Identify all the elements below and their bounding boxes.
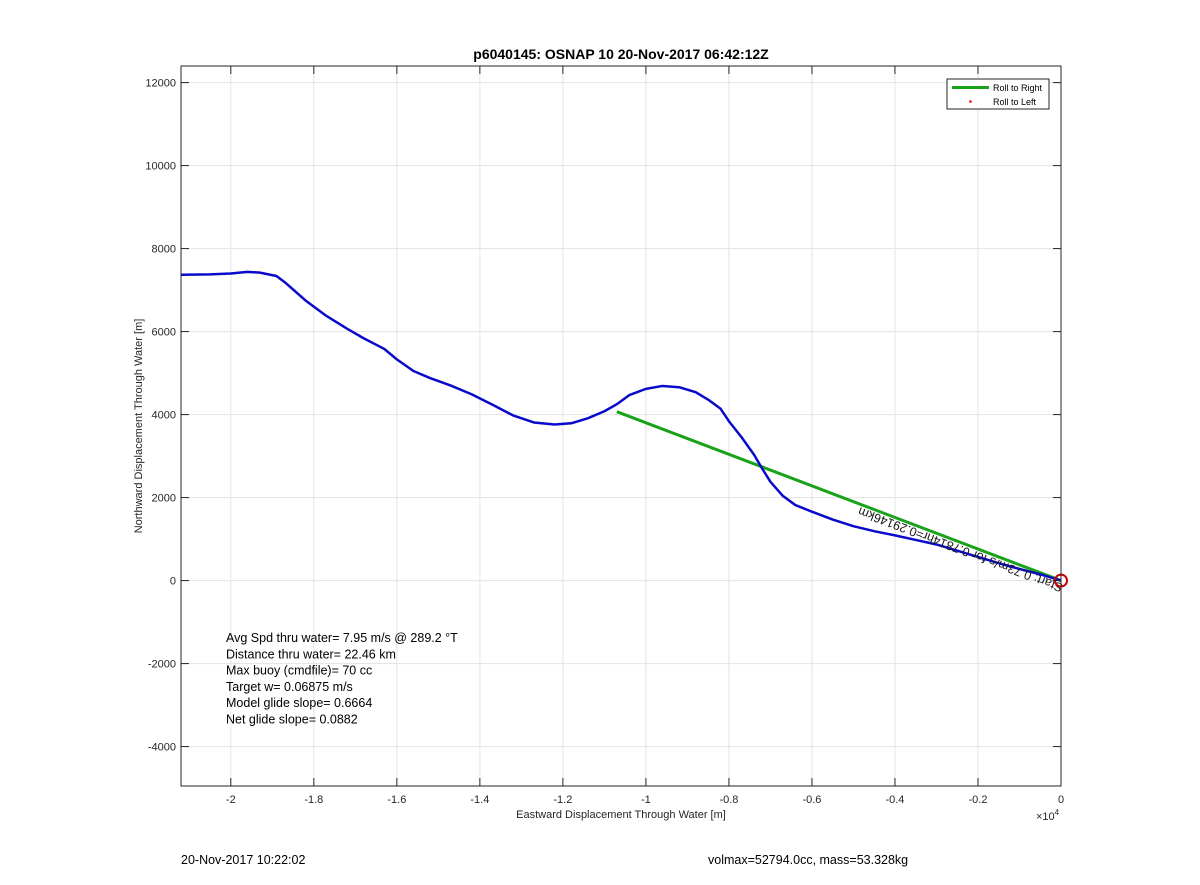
x-tick-label: 0 bbox=[1058, 794, 1064, 806]
stats-annotations: Avg Spd thru water= 7.95 m/s @ 289.2 °T D… bbox=[226, 631, 458, 727]
x-tick-label: -0.6 bbox=[802, 794, 821, 806]
stats-annotation-line: Target w= 0.06875 m/s bbox=[226, 680, 353, 694]
stats-annotation-line: Model glide slope= 0.6664 bbox=[226, 696, 372, 710]
stats-annotation-line: Avg Spd thru water= 7.95 m/s @ 289.2 °T bbox=[226, 631, 458, 645]
footer-vol-mass: volmax=52794.0cc, mass=53.328kg bbox=[708, 853, 909, 867]
y-tick-label: 4000 bbox=[152, 410, 176, 422]
legend-label-roll-to-right: Roll to Right bbox=[993, 83, 1043, 93]
series-line-trajectory bbox=[180, 270, 1062, 582]
x-tick-label: -0.8 bbox=[719, 794, 738, 806]
plot-area bbox=[181, 66, 1061, 786]
legend-label-roll-to-left: Roll to Left bbox=[993, 97, 1037, 107]
y-axis-label: Northward Displacement Through Water [m] bbox=[133, 319, 145, 534]
stats-annotation-line: Max buoy (cmdfile)= 70 cc bbox=[226, 664, 372, 678]
x-tick-label: -2 bbox=[226, 794, 236, 806]
footer-timestamp: 20-Nov-2017 10:22:02 bbox=[181, 853, 306, 867]
stats-annotation-line: Net glide slope= 0.0882 bbox=[226, 713, 358, 727]
y-tick-label: -2000 bbox=[148, 659, 176, 671]
x-axis-exponent: ×104 bbox=[1036, 808, 1060, 823]
y-tick-label: 6000 bbox=[152, 327, 176, 339]
stats-annotation-line: Distance thru water= 22.46 km bbox=[226, 647, 396, 661]
axes-frame bbox=[180, 65, 1062, 787]
x-tick-label: -1.8 bbox=[304, 794, 323, 806]
x-tick-label: -0.2 bbox=[968, 794, 987, 806]
y-tick-label: 12000 bbox=[145, 78, 176, 90]
legend-swatch-roll-to-left bbox=[969, 100, 972, 103]
series-line-roll-to-right bbox=[616, 410, 1062, 582]
y-tick-label: 10000 bbox=[145, 161, 176, 173]
chart-title: p6040145: OSNAP 10 20-Nov-2017 06:42:12Z bbox=[473, 46, 769, 62]
x-tick-label: -0.4 bbox=[885, 794, 904, 806]
x-tick-label: -1.2 bbox=[553, 794, 572, 806]
x-exponent-power: 4 bbox=[1055, 808, 1060, 817]
x-tick-label: -1 bbox=[641, 794, 651, 806]
x-tick-label: -1.6 bbox=[387, 794, 406, 806]
x-axis-label: Eastward Displacement Through Water [m] bbox=[516, 809, 726, 821]
legend: Roll to Right Roll to Left bbox=[946, 78, 1050, 110]
x-exponent-base: ×10 bbox=[1036, 811, 1055, 823]
legend-box bbox=[946, 78, 1050, 110]
y-tick-label: 0 bbox=[170, 576, 176, 588]
x-tick-label: -1.4 bbox=[470, 794, 489, 806]
axis-ticks: -2 -1.8 -1.6 -1.4 -1.2 -1 -0.8 -0.6 -0.4 -0.2 0 -40… bbox=[145, 66, 1064, 806]
y-tick-label: 2000 bbox=[152, 493, 176, 505]
y-tick-label: 8000 bbox=[152, 244, 176, 256]
y-tick-label: -4000 bbox=[148, 742, 176, 754]
